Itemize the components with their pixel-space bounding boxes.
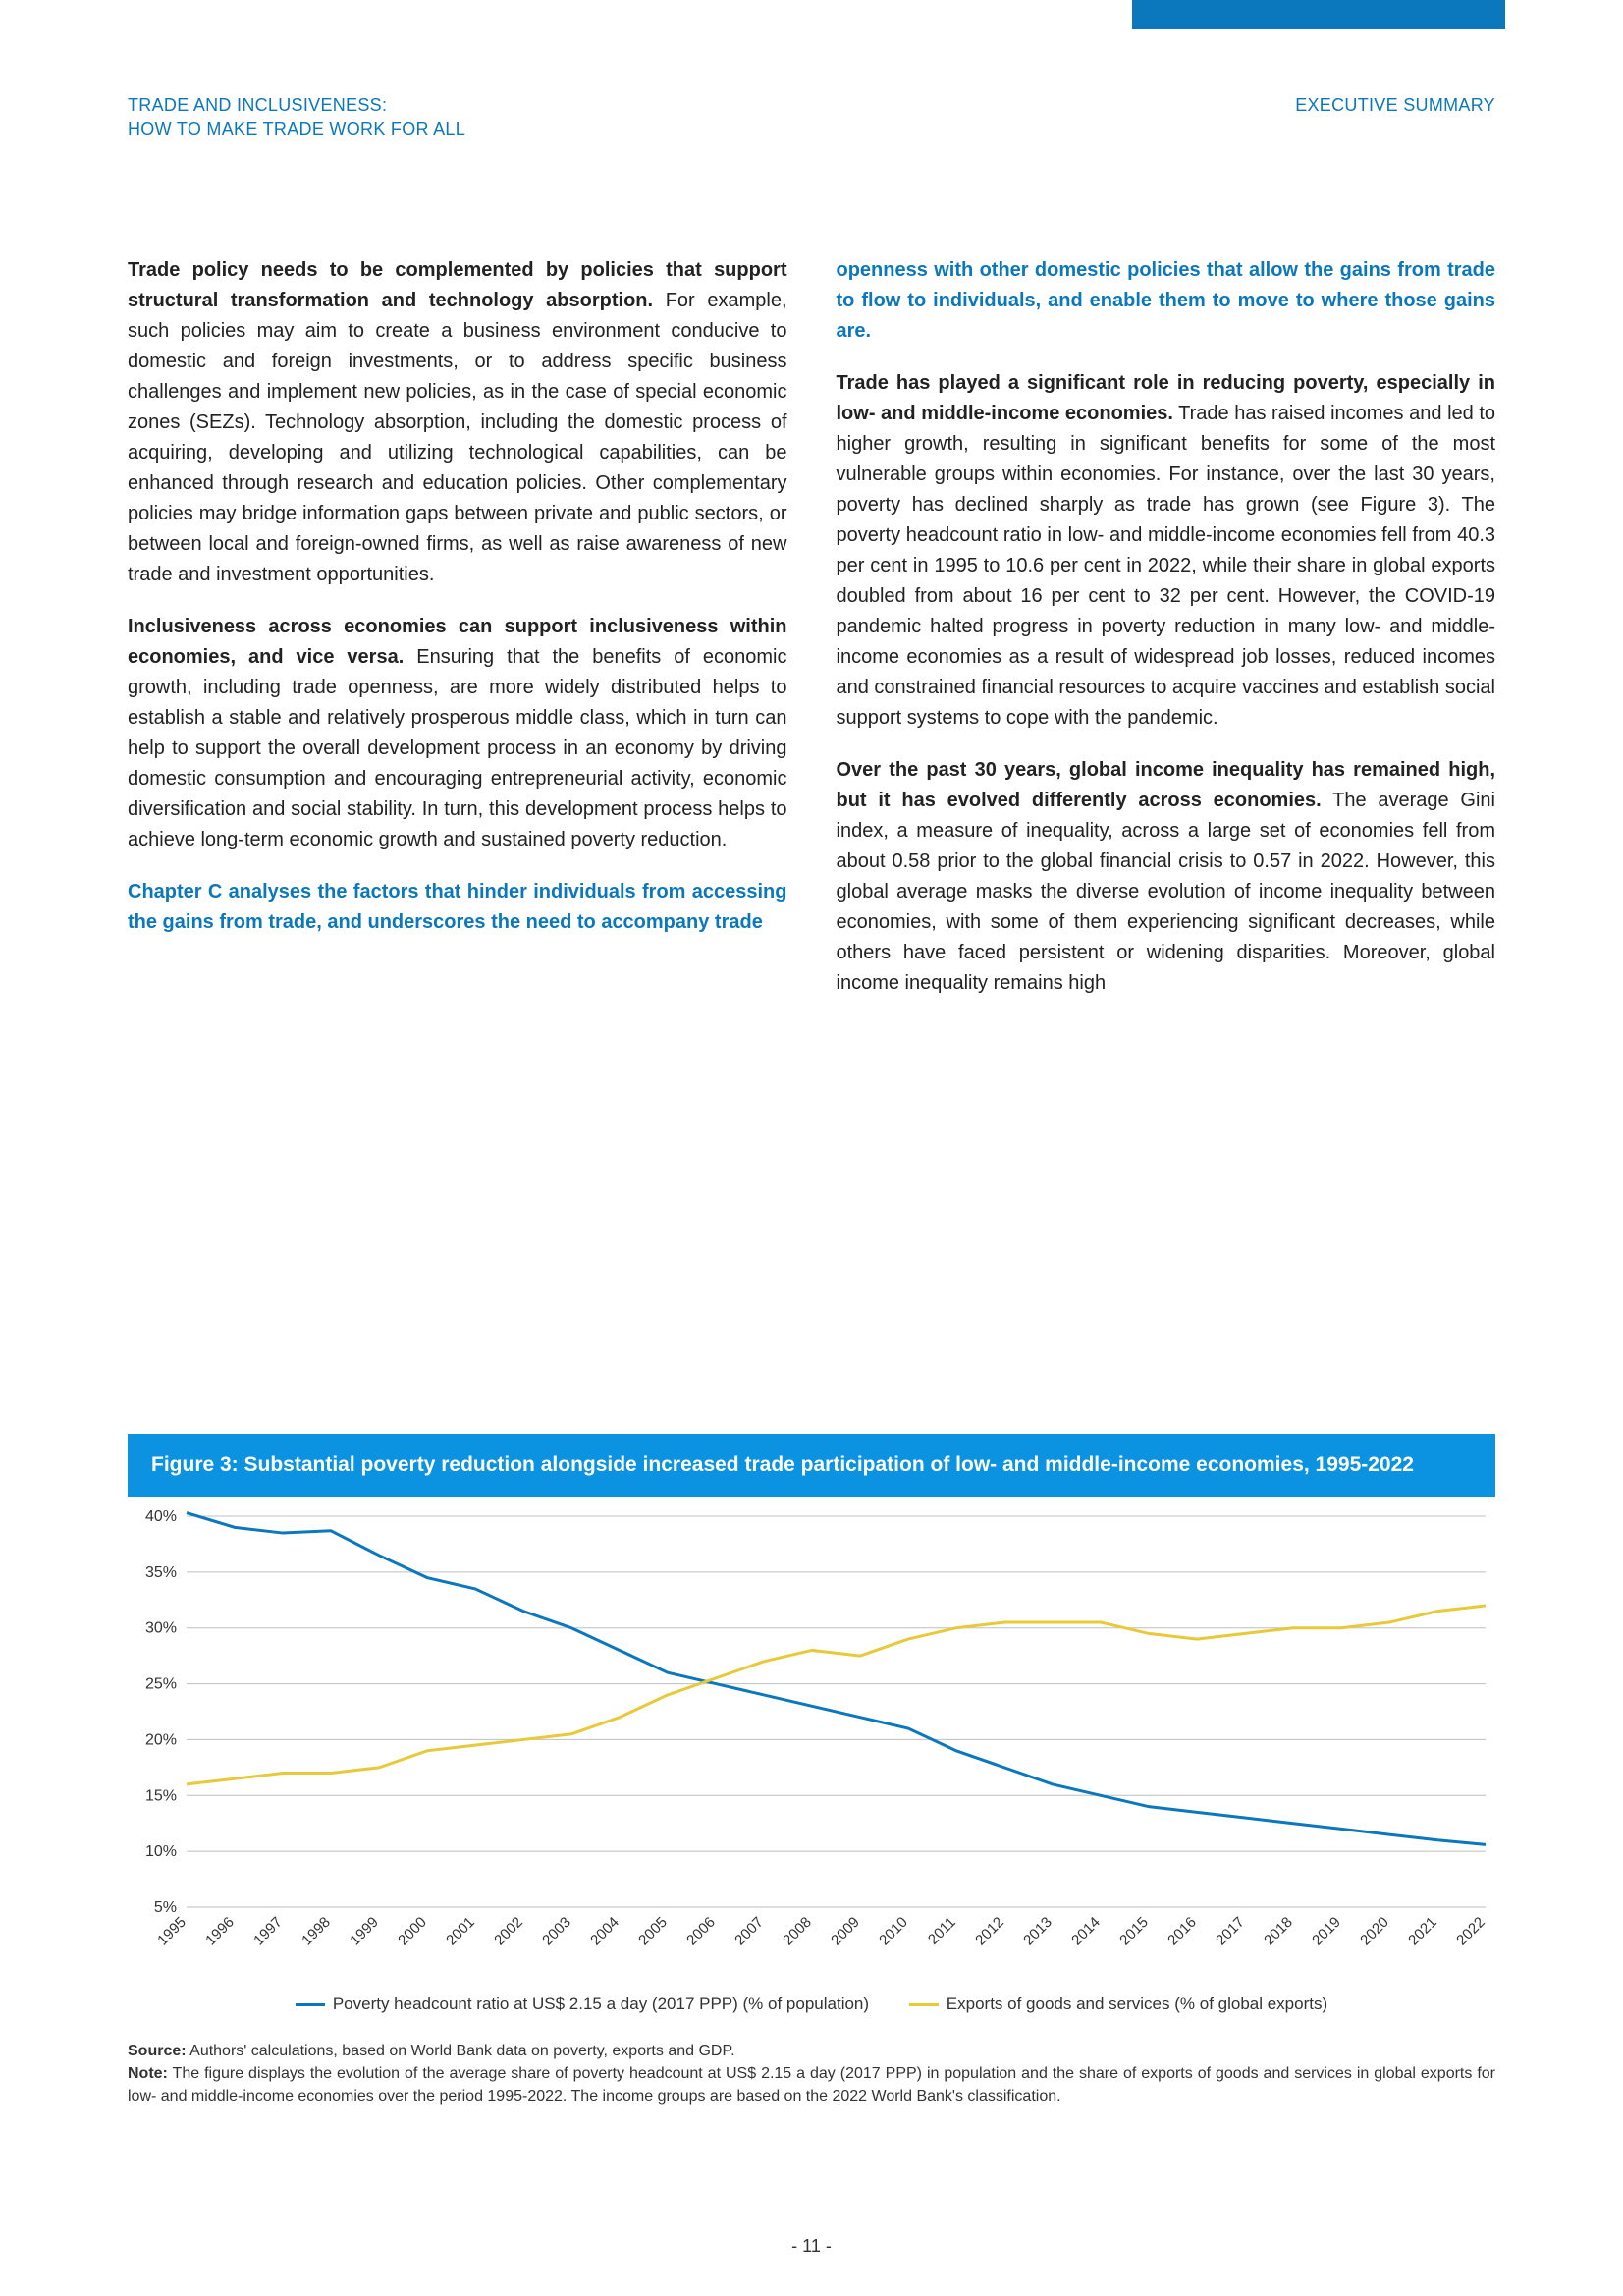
svg-text:2017: 2017: [1213, 1913, 1248, 1948]
source-label: Source:: [128, 2043, 187, 2059]
header-left-line1: TRADE AND INCLUSIVENESS:: [128, 93, 465, 117]
svg-text:2007: 2007: [731, 1913, 767, 1948]
source-text: Authors' calculations, based on World Ba…: [187, 2043, 735, 2059]
right-p2-body: Trade has raised incomes and led to high…: [837, 403, 1496, 729]
svg-text:2014: 2014: [1068, 1913, 1104, 1948]
note-text: The figure displays the evolution of the…: [128, 2065, 1495, 2105]
svg-text:25%: 25%: [145, 1675, 177, 1692]
right-p3: Over the past 30 years, global income in…: [837, 755, 1496, 999]
page-number: - 11 -: [0, 2236, 1623, 2257]
left-column: Trade policy needs to be complemented by…: [128, 255, 787, 1020]
svg-text:1995: 1995: [154, 1913, 189, 1948]
right-p3-body: The average Gini index, a measure of ine…: [837, 790, 1496, 994]
header-right: EXECUTIVE SUMMARY: [1295, 93, 1495, 141]
figure-notes: Source: Authors' calculations, based on …: [128, 2040, 1495, 2108]
svg-text:2018: 2018: [1261, 1913, 1296, 1948]
svg-text:5%: 5%: [154, 1899, 177, 1916]
left-p1: Trade policy needs to be complemented by…: [128, 255, 787, 590]
svg-text:2015: 2015: [1116, 1913, 1152, 1948]
page: TRADE AND INCLUSIVENESS: HOW TO MAKE TRA…: [0, 0, 1623, 2296]
svg-text:40%: 40%: [145, 1508, 177, 1525]
svg-text:2020: 2020: [1357, 1913, 1392, 1948]
figure-source: Source: Authors' calculations, based on …: [128, 2040, 1495, 2062]
chart-svg: 5% 10% 15% 20% 25% 30% 35% 40% 1995 1996 1997 1998 1…: [128, 1504, 1495, 1966]
legend-swatch-exports: [909, 2003, 939, 2006]
svg-text:2008: 2008: [780, 1913, 815, 1948]
legend-swatch-poverty: [296, 2003, 325, 2006]
svg-text:15%: 15%: [145, 1787, 177, 1804]
svg-text:2002: 2002: [491, 1913, 526, 1948]
right-column: openness with other domestic policies th…: [837, 255, 1496, 1020]
svg-text:2001: 2001: [443, 1913, 478, 1948]
header-left-line2: HOW TO MAKE TRADE WORK FOR ALL: [128, 117, 465, 140]
left-p2: Inclusiveness across economies can suppo…: [128, 612, 787, 855]
page-header: TRADE AND INCLUSIVENESS: HOW TO MAKE TRA…: [128, 93, 1495, 141]
svg-text:2010: 2010: [876, 1913, 911, 1948]
right-p1: openness with other domestic policies th…: [837, 255, 1496, 347]
svg-text:2009: 2009: [828, 1913, 863, 1948]
figure-title: Figure 3: Substantial poverty reduction …: [128, 1434, 1495, 1497]
svg-text:2012: 2012: [972, 1913, 1007, 1948]
svg-text:2003: 2003: [539, 1913, 574, 1948]
svg-text:2011: 2011: [925, 1913, 959, 1947]
svg-text:2021: 2021: [1405, 1913, 1440, 1948]
svg-text:2006: 2006: [683, 1913, 719, 1948]
svg-text:2000: 2000: [395, 1913, 430, 1948]
svg-text:1999: 1999: [347, 1913, 382, 1948]
header-left: TRADE AND INCLUSIVENESS: HOW TO MAKE TRA…: [128, 93, 465, 141]
svg-text:2013: 2013: [1020, 1913, 1055, 1948]
figure-note: Note: The figure displays the evolution …: [128, 2062, 1495, 2107]
legend-label-poverty: Poverty headcount ratio at US$ 2.15 a da…: [333, 1995, 869, 2014]
right-p2: Trade has played a significant role in r…: [837, 368, 1496, 734]
svg-text:1996: 1996: [202, 1913, 238, 1948]
chart: 5% 10% 15% 20% 25% 30% 35% 40% 1995 1996 1997 1998 1…: [128, 1504, 1495, 1966]
svg-text:35%: 35%: [145, 1563, 177, 1580]
legend-item-exports: Exports of goods and services (% of glob…: [909, 1995, 1327, 2014]
top-accent-bar: [1132, 0, 1505, 29]
svg-text:2004: 2004: [587, 1913, 622, 1948]
svg-text:20%: 20%: [145, 1731, 177, 1748]
legend-label-exports: Exports of goods and services (% of glob…: [947, 1995, 1327, 2014]
svg-text:2022: 2022: [1453, 1913, 1488, 1948]
left-p2-body: Ensuring that the benefits of economic g…: [128, 646, 787, 850]
svg-text:2016: 2016: [1164, 1913, 1200, 1948]
body-columns: Trade policy needs to be complemented by…: [128, 255, 1495, 1020]
svg-text:2005: 2005: [635, 1913, 671, 1948]
left-p3: Chapter C analyses the factors that hind…: [128, 877, 787, 938]
figure-area: Figure 3: Substantial poverty reduction …: [128, 1434, 1495, 2108]
chart-legend: Poverty headcount ratio at US$ 2.15 a da…: [128, 1992, 1495, 2015]
svg-text:1998: 1998: [298, 1913, 334, 1948]
note-label: Note:: [128, 2065, 168, 2082]
svg-text:10%: 10%: [145, 1843, 177, 1860]
svg-text:30%: 30%: [145, 1619, 177, 1636]
svg-text:1997: 1997: [250, 1913, 286, 1948]
svg-text:2019: 2019: [1309, 1913, 1344, 1948]
left-p1-body: For example, such policies may aim to cr…: [128, 290, 787, 585]
legend-item-poverty: Poverty headcount ratio at US$ 2.15 a da…: [296, 1995, 869, 2014]
